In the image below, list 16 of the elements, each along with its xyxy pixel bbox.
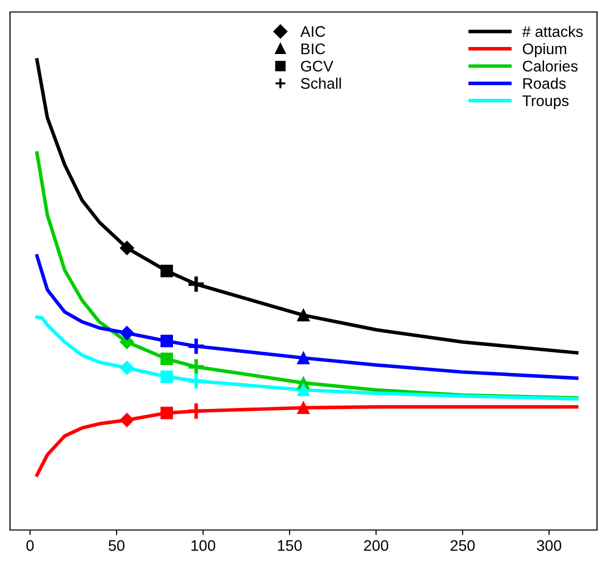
legend-label: Opium xyxy=(522,43,566,58)
legend-label: Calories xyxy=(522,60,578,72)
legend-label: BIC xyxy=(302,43,326,54)
x-tick-label: 200 xyxy=(364,540,388,551)
legend-label: Roads xyxy=(523,78,566,89)
legend-label: # attacks xyxy=(522,26,583,37)
x-tick-label: 250 xyxy=(450,540,475,551)
x-tick-label: 150 xyxy=(278,540,302,551)
legend-label: Troups xyxy=(522,96,569,110)
x-tick-label: 0 xyxy=(26,540,34,551)
x-tick-label: 300 xyxy=(536,540,562,551)
x-tick-label: 100 xyxy=(191,540,216,551)
legend-label: AIC xyxy=(300,26,326,37)
legend-label: GCV xyxy=(301,60,334,72)
x-tick-label: 50 xyxy=(108,540,124,551)
legend-label: Schall xyxy=(300,78,341,89)
